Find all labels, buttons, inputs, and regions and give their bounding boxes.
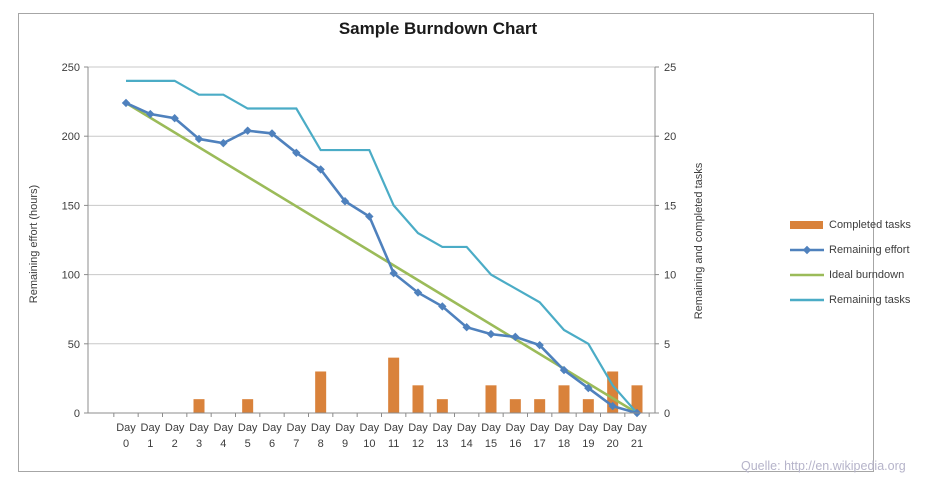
svg-text:0: 0 [123,438,129,450]
svg-text:0: 0 [74,408,80,420]
svg-text:Day: Day [360,422,380,434]
legend-label: Remaining tasks [829,293,911,306]
axis-tick-labels: 0 50 100 150 200 250 0 5 10 15 20 25 [62,62,677,420]
svg-text:Day: Day [603,422,623,434]
svg-text:Day: Day [627,422,647,434]
svg-text:Day: Day [408,422,428,434]
svg-text:Day: Day [141,422,161,434]
svg-text:13: 13 [436,438,448,450]
legend: Completed tasks Remaining effort Ideal bur… [790,212,920,312]
svg-text:11: 11 [388,438,399,450]
svg-text:9: 9 [342,438,348,450]
svg-text:Day: Day [506,422,526,434]
svg-text:2: 2 [172,438,178,450]
svg-text:16: 16 [509,438,521,450]
line-ideal-burndown [125,101,638,415]
svg-text:5: 5 [664,339,670,351]
svg-text:3: 3 [196,438,202,450]
svg-text:50: 50 [68,339,80,351]
svg-text:20: 20 [607,438,619,450]
svg-text:25: 25 [664,62,676,74]
bars-completed-tasks [193,357,643,413]
legend-swatch-icon [790,220,823,229]
svg-text:8: 8 [318,438,324,450]
svg-text:Day: Day [384,422,404,434]
legend-swatch-icon [790,245,824,254]
svg-text:Day: Day [116,422,136,434]
legend-swatch-icon [790,273,824,276]
svg-text:Day: Day [433,422,453,434]
axes [84,66,659,417]
legend-label: Remaining effort [829,243,910,256]
line-remaining-tasks [126,79,638,414]
chart-title: Sample Burndown Chart [338,19,538,38]
svg-text:6: 6 [269,438,275,450]
svg-text:14: 14 [461,438,473,450]
svg-text:0: 0 [664,408,670,420]
source-note: Quelle: http://en.wikipedia.org [741,459,906,473]
legend-item-completed-tasks: Completed tasks [790,212,920,237]
svg-text:Day: Day [262,422,282,434]
svg-text:Day: Day [214,422,234,434]
svg-text:7: 7 [293,438,299,450]
legend-label: Completed tasks [829,218,911,231]
chart-frame [18,13,874,472]
legend-label: Ideal burndown [829,268,905,281]
svg-text:5: 5 [245,438,251,450]
svg-text:17: 17 [534,438,546,450]
gridlines [88,66,655,345]
svg-text:Day: Day [554,422,574,434]
legend-item-remaining-effort: Remaining effort [790,237,920,262]
svg-text:12: 12 [412,438,424,450]
svg-text:Day: Day [481,422,501,434]
svg-text:10: 10 [363,438,375,450]
svg-text:21: 21 [631,438,643,450]
legend-item-remaining-tasks: Remaining tasks [790,287,920,312]
chart-svg: 0501001502002500510152025Day0Day1Day2Day… [62,62,677,450]
svg-text:Day: Day [189,422,209,434]
svg-text:Day: Day [335,422,355,434]
svg-text:15: 15 [664,200,676,212]
svg-text:1: 1 [147,438,153,450]
svg-text:10: 10 [664,270,676,282]
svg-text:Day: Day [238,422,258,434]
svg-text:18: 18 [558,438,570,450]
svg-text:Day: Day [311,422,331,434]
svg-text:Day: Day [530,422,550,434]
legend-item-ideal-burndown: Ideal burndown [790,262,920,287]
svg-text:19: 19 [582,438,594,450]
svg-text:Day: Day [287,422,307,434]
line-remaining-effort [121,98,642,418]
svg-text:250: 250 [62,62,80,74]
svg-text:4: 4 [220,438,226,450]
svg-text:20: 20 [664,131,676,143]
legend-swatch-icon [790,298,824,301]
svg-text:150: 150 [62,200,80,212]
svg-text:Day: Day [579,422,599,434]
svg-text:15: 15 [485,438,497,450]
svg-text:Day: Day [457,422,477,434]
svg-text:100: 100 [62,270,80,282]
svg-text:Day: Day [165,422,185,434]
svg-text:200: 200 [62,131,80,143]
x-axis-labels: Day 0 Day 1 Day 2 Day 3 Day 4 Day 5 Day 6 Day 7 Day 8 Day 9… [116,422,647,450]
